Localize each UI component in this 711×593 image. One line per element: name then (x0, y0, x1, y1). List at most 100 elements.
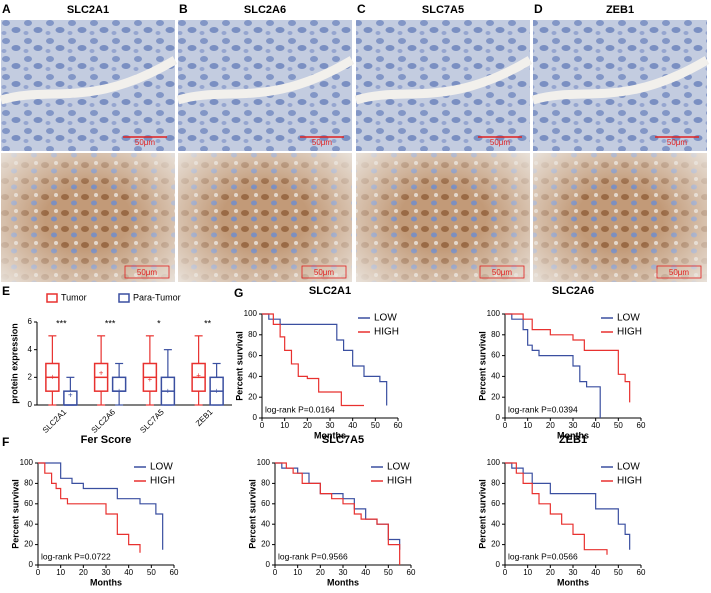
mean-marker: + (166, 386, 171, 395)
chart-title: Fer Score (81, 434, 132, 446)
y-tick-label: 80 (248, 330, 257, 339)
x-tick-label: 40 (591, 421, 600, 430)
panel-letter: C (357, 2, 366, 16)
y-tick-label: 20 (261, 540, 270, 549)
x-tick-label: 60 (407, 568, 416, 577)
x-tick-label: SLC2A1 (41, 407, 69, 435)
legend-label: HIGH (617, 327, 642, 338)
scale-label: 50μm (314, 268, 335, 277)
ihc-image-normal (178, 20, 352, 151)
mean-marker: + (50, 372, 55, 381)
annotation: log-rank P=0.9566 (278, 551, 348, 561)
y-tick-label: 0 (496, 413, 501, 422)
y-tick-label: 40 (261, 519, 270, 528)
ihc-image-normal (1, 20, 175, 151)
legend-label: LOW (617, 462, 640, 473)
y-axis-label: Percent survival (10, 479, 20, 549)
panel-letter: E (2, 284, 10, 298)
x-tick-label: 60 (394, 421, 403, 430)
legend-label: Tumor (61, 292, 87, 302)
scale-label: 50μm (492, 268, 513, 277)
x-axis-label: Months (557, 577, 589, 587)
x-tick-label: 20 (303, 421, 312, 430)
image-fade (178, 153, 352, 282)
y-tick-label: 40 (248, 372, 257, 381)
x-tick-label: 20 (546, 421, 555, 430)
x-tick-label: 20 (316, 568, 325, 577)
y-tick-label: 0 (266, 560, 271, 569)
x-tick-label: 30 (102, 568, 111, 577)
y-tick-label: 60 (248, 351, 257, 360)
x-tick-label: 0 (260, 421, 265, 430)
y-tick-label: 40 (24, 519, 33, 528)
scale-box (124, 265, 170, 279)
survival-curve (275, 462, 401, 565)
y-tick-label: 6 (28, 317, 33, 326)
survival-curve (38, 462, 164, 550)
ihc-image-normal (533, 20, 707, 151)
tissue-gap (354, 56, 533, 105)
scale-label: 50μm (669, 268, 690, 277)
significance: *** (56, 318, 67, 328)
x-tick-label: 10 (293, 568, 302, 577)
y-tick-label: 100 (20, 458, 34, 467)
x-tick-label: 10 (280, 421, 289, 430)
x-tick-label: 30 (569, 568, 578, 577)
x-axis-label: Months (314, 430, 346, 440)
y-tick-label: 0 (496, 560, 501, 569)
survival-curve (38, 462, 141, 553)
y-tick-label: 20 (248, 392, 257, 401)
x-tick-label: 30 (339, 568, 348, 577)
y-tick-label: 100 (257, 458, 271, 467)
legend-swatch (118, 293, 130, 303)
scale-label: 50μm (135, 138, 156, 147)
x-tick-label: 60 (637, 421, 646, 430)
survival-curve (505, 313, 601, 418)
x-axis-label: Months (90, 577, 122, 587)
y-tick-label: 100 (487, 309, 501, 318)
ihc-image-normal (356, 20, 530, 151)
y-tick-label: 20 (24, 540, 33, 549)
x-tick-label: 20 (79, 568, 88, 577)
panel-letter: A (2, 2, 11, 16)
x-tick-label: 30 (569, 421, 578, 430)
chart-title: SLC2A6 (552, 285, 594, 297)
y-axis-label: Percent survival (477, 479, 487, 549)
x-tick-label: 0 (273, 568, 278, 577)
mean-marker: + (99, 368, 104, 377)
image-fade (356, 153, 530, 282)
mean-marker: + (117, 386, 122, 395)
tissue-gap (176, 56, 355, 105)
legend-label: HIGH (387, 476, 412, 487)
panel-letter: B (179, 2, 188, 16)
y-tick-label: 80 (24, 479, 33, 488)
x-axis-label: Months (557, 430, 589, 440)
scale-label: 50μm (667, 138, 688, 147)
x-tick-label: 40 (348, 421, 357, 430)
legend-label: HIGH (374, 327, 399, 338)
y-axis-label: Percent survival (477, 331, 487, 401)
legend-label: LOW (374, 313, 397, 324)
x-tick-label: 0 (36, 568, 41, 577)
x-tick-label: 60 (637, 568, 646, 577)
annotation: log-rank P=0.0722 (41, 551, 111, 561)
x-tick-label: 10 (523, 421, 532, 430)
y-tick-label: 20 (491, 540, 500, 549)
image-fade (1, 153, 175, 282)
legend-label: HIGH (150, 476, 175, 487)
x-tick-label: 50 (371, 421, 380, 430)
annotation: log-rank P=0.0394 (508, 404, 578, 414)
scale-box (656, 265, 702, 279)
image-fade (533, 153, 707, 282)
x-tick-label: 50 (147, 568, 156, 577)
mean-marker: + (148, 375, 153, 384)
survival-curve (262, 313, 388, 406)
panel-letter: F (2, 435, 9, 449)
mean-marker: + (196, 371, 201, 380)
legend-label: LOW (150, 462, 173, 473)
legend-label: Para-Tumor (133, 292, 181, 302)
y-tick-label: 40 (491, 519, 500, 528)
y-axis-label: Percent survival (234, 331, 244, 401)
x-tick-label: 20 (546, 568, 555, 577)
x-tick-label: ZEB1 (194, 407, 215, 428)
